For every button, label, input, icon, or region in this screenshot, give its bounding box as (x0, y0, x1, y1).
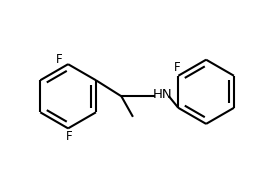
Text: F: F (174, 61, 181, 74)
Text: F: F (56, 53, 62, 66)
Text: F: F (65, 130, 72, 142)
Text: HN: HN (153, 88, 172, 101)
